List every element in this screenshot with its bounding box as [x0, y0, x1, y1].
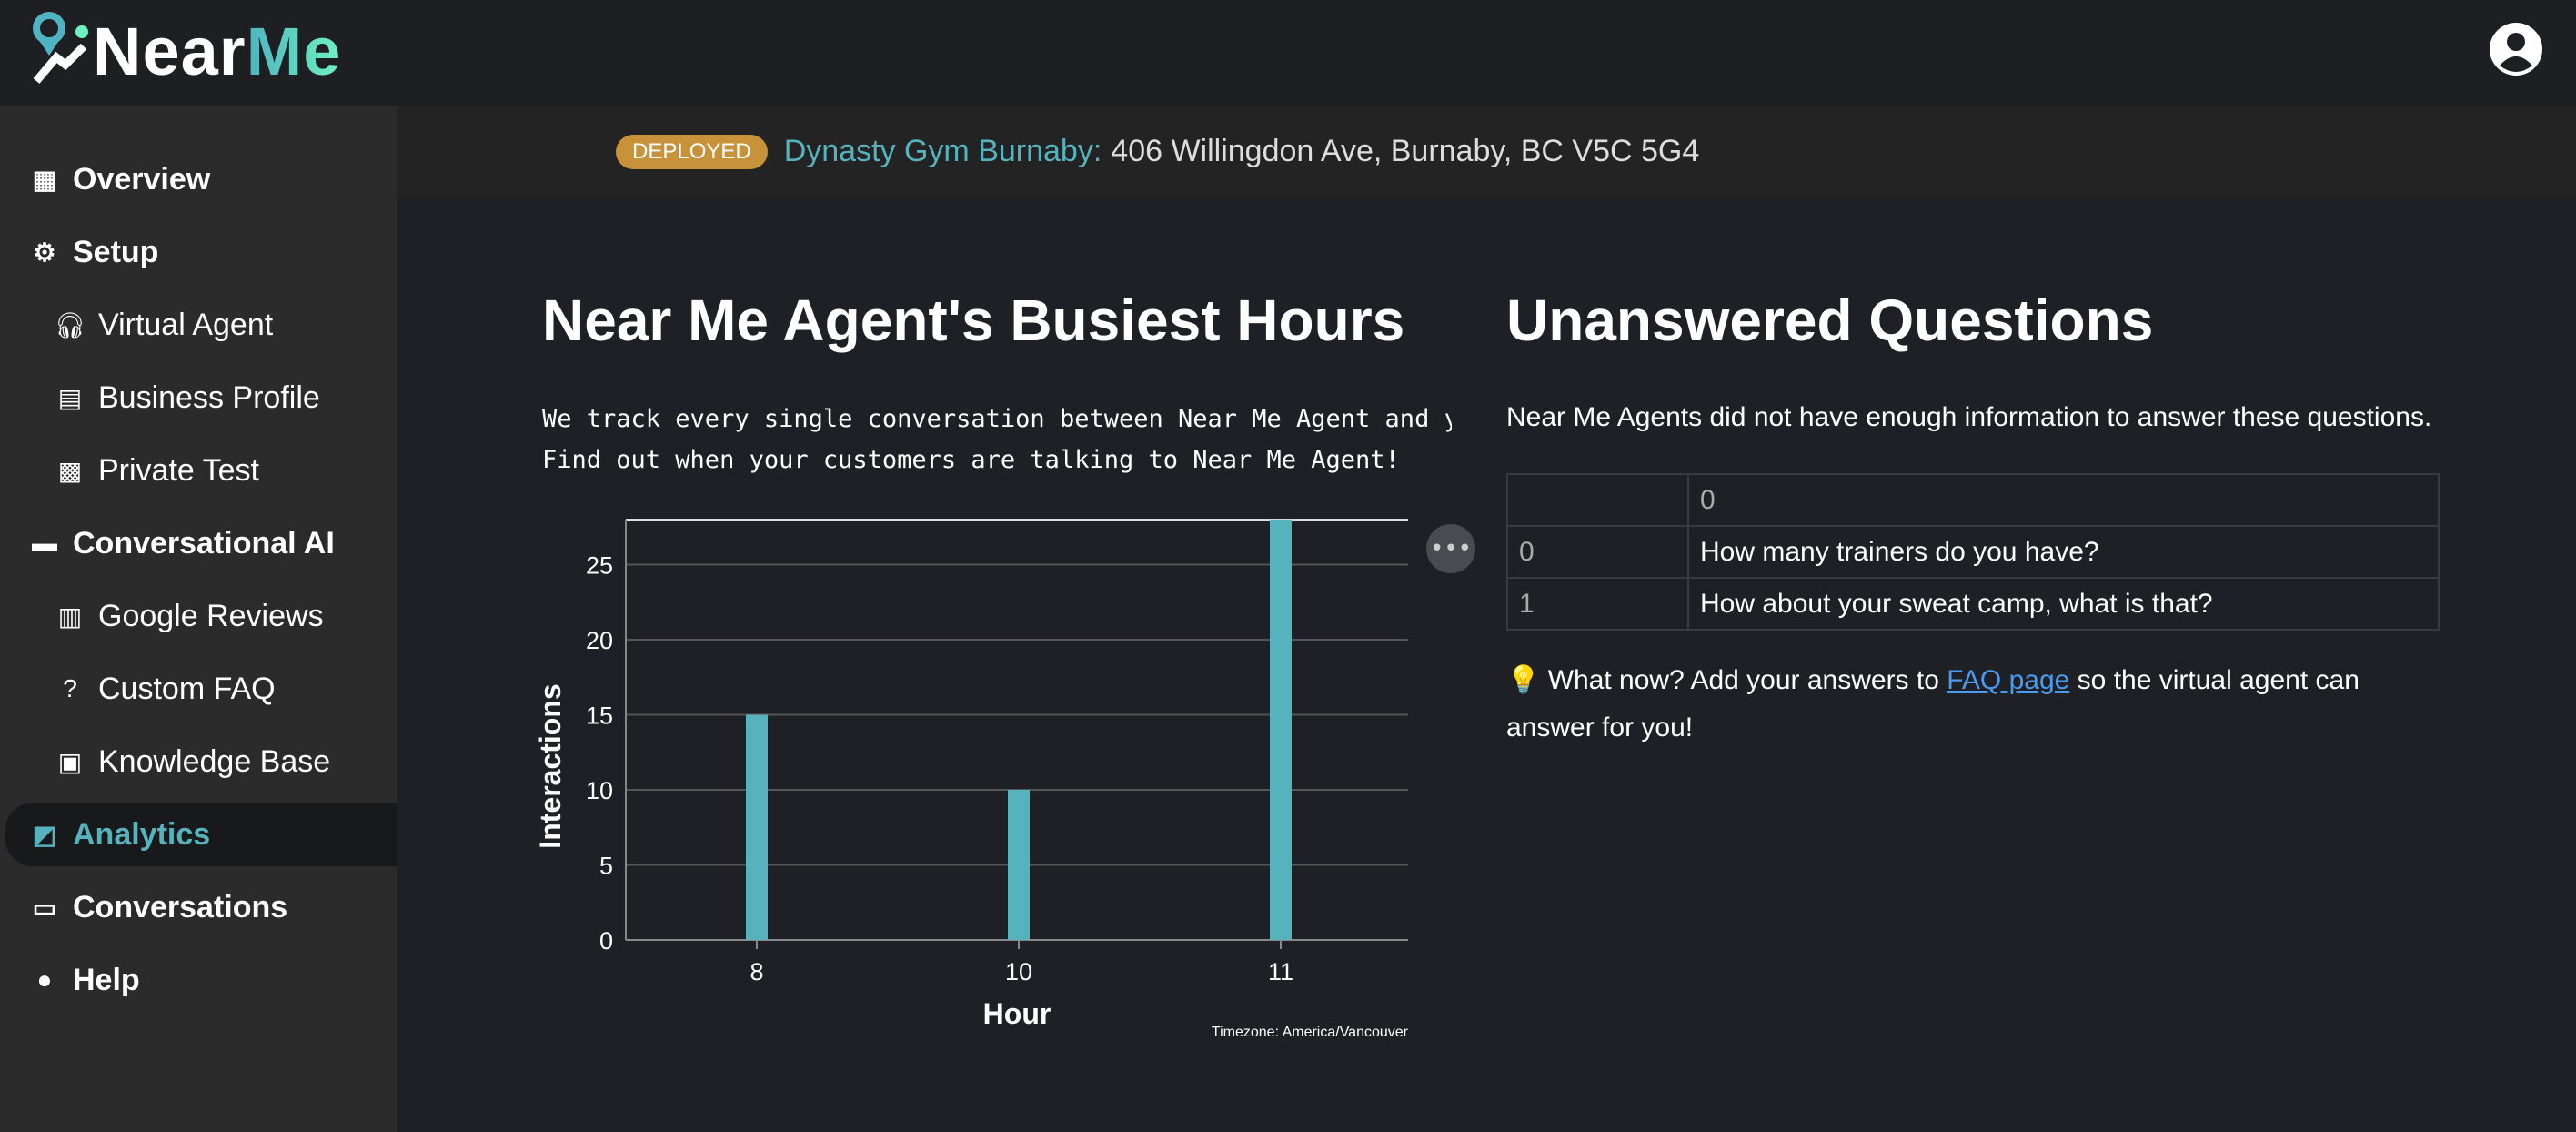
sidebar-item-label: Business Profile — [98, 379, 320, 415]
busiest-hours-description: We track every single conversation betwe… — [542, 399, 1452, 480]
sidebar-item-label: Google Reviews — [98, 598, 324, 633]
bar — [1270, 520, 1292, 940]
dashboard-icon: ▦ — [32, 165, 57, 194]
sidebar-item-label: Private Test — [98, 452, 260, 488]
sidebar-item-analytics[interactable]: ◩ Analytics — [5, 803, 397, 866]
qr-code-icon: ▩ — [57, 456, 83, 485]
faq-page-link[interactable]: FAQ page — [1947, 665, 2070, 695]
logo-pin-icon — [33, 12, 88, 84]
top-bar: NearMe — [0, 0, 2576, 106]
row-index: 1 — [1506, 577, 1689, 631]
sidebar-item-knowledge-base[interactable]: ▣ Knowledge Base — [0, 730, 397, 793]
table-row: 0 How many trainers do you have? — [1506, 525, 2440, 579]
sidebar-item-conversations[interactable]: ▭ Conversations — [0, 875, 397, 939]
review-search-icon: ▥ — [57, 601, 83, 631]
sidebar-item-google-reviews[interactable]: ▥ Google Reviews — [0, 584, 397, 648]
lightbulb-icon: ● — [36, 965, 53, 994]
sidebar-item-label: Knowledge Base — [98, 743, 331, 779]
user-account-icon[interactable] — [2489, 22, 2543, 76]
x-axis-label: Hour — [983, 997, 1052, 1030]
sidebar-item-label: Virtual Agent — [98, 307, 274, 342]
busiest-hours-title: Near Me Agent's Busiest Hours — [542, 288, 1405, 353]
status-badge: DEPLOYED — [616, 134, 768, 169]
unanswered-table: 0 0 How many trainers do you have? 1 How… — [1506, 473, 2440, 631]
deployment-banner: DEPLOYED Dynasty Gym Burnaby: 406 Willin… — [397, 106, 2576, 197]
bar — [746, 714, 768, 940]
what-now-note: 💡 What now? Add your answers to FAQ page… — [1506, 657, 2452, 752]
unanswered-subtitle: Near Me Agents did not have enough infor… — [1506, 402, 2432, 432]
business-address: 406 Willingdon Ave, Burnaby, BC V5C 5G4 — [1111, 134, 1700, 168]
y-tick-label: 0 — [599, 927, 613, 955]
sidebar-item-label: Custom FAQ — [98, 671, 276, 706]
bar — [1008, 790, 1030, 940]
sidebar-item-business-profile[interactable]: ▤ Business Profile — [0, 366, 397, 430]
busiest-hours-chart: 0 5 10 15 20 25 8 10 11 Hour Interactions Timezone:… — [534, 519, 1409, 1037]
description-line: Find out when your customers are talking… — [542, 446, 1400, 474]
chart-icon: ◩ — [32, 820, 57, 849]
y-tick-label: 25 — [586, 552, 613, 580]
sidebar: ▦ Overview ⚙ Setup 🎧︎ Virtual Agent ▤ Business … — [0, 106, 397, 1132]
sidebar-item-help[interactable]: ● Help — [0, 948, 397, 1012]
sidebar-item-label: Setup — [73, 234, 159, 269]
x-tick-label: 10 — [1005, 958, 1032, 985]
headset-icon: 🎧︎ — [54, 310, 86, 339]
sidebar-item-overview[interactable]: ▦ Overview — [0, 147, 397, 211]
unanswered-title: Unanswered Questions — [1506, 288, 2154, 353]
sidebar-item-label: Help — [73, 962, 140, 997]
timezone-note: Timezone: America/Vancouver — [1212, 1025, 1409, 1037]
table-row: 1 How about your sweat camp, what is tha… — [1506, 577, 2440, 631]
question-cell: How about your sweat camp, what is that? — [1687, 577, 2440, 631]
gear-icon: ⚙ — [33, 238, 56, 267]
y-tick-label: 20 — [586, 627, 613, 654]
logo-text: NearMe — [93, 13, 342, 89]
table-header-row: 0 — [1506, 473, 2440, 527]
contact-card-icon: ▤ — [57, 383, 83, 412]
sidebar-item-setup[interactable]: ⚙ Setup — [0, 220, 397, 284]
sidebar-item-label: Overview — [73, 161, 211, 197]
sidebar-item-conversational-ai[interactable]: ▬ Conversational AI — [0, 511, 397, 575]
message-icon: ▬ — [32, 529, 57, 557]
sidebar-item-private-test[interactable]: ▩ Private Test — [0, 439, 397, 502]
x-tick-label: 11 — [1268, 958, 1293, 985]
note-text: 💡 What now? Add your answers to — [1506, 665, 1947, 695]
index-header — [1506, 473, 1689, 527]
logo[interactable]: NearMe — [29, 7, 341, 95]
y-axis-label: Interactions — [534, 683, 567, 848]
sidebar-item-custom-faq[interactable]: ? Custom FAQ — [0, 657, 397, 721]
briefcase-icon: ▣ — [57, 747, 83, 776]
row-index: 0 — [1506, 525, 1689, 579]
sidebar-item-label: Analytics — [73, 816, 211, 852]
column-header: 0 — [1687, 473, 2440, 527]
chart-menu-button[interactable]: ••• — [1426, 524, 1475, 573]
note-text: so the virtual agent can answer for you! — [1506, 665, 2360, 743]
sidebar-item-label: Conversations — [73, 889, 288, 925]
y-tick-label: 5 — [599, 853, 613, 880]
description-line: We track every single conversation betwe… — [542, 405, 1452, 433]
sidebar-item-virtual-agent[interactable]: 🎧︎ Virtual Agent — [0, 293, 397, 357]
sidebar-item-label: Conversational AI — [73, 525, 335, 561]
question-box-icon: ? — [63, 674, 77, 702]
y-tick-label: 10 — [586, 777, 613, 804]
question-cell: How many trainers do you have? — [1687, 525, 2440, 579]
y-tick-label: 15 — [586, 702, 613, 730]
business-name: Dynasty Gym Burnaby: — [783, 134, 1102, 168]
x-tick-label: 8 — [750, 958, 763, 985]
more-icon: ••• — [1429, 535, 1472, 562]
chats-icon: ▭ — [32, 893, 57, 922]
